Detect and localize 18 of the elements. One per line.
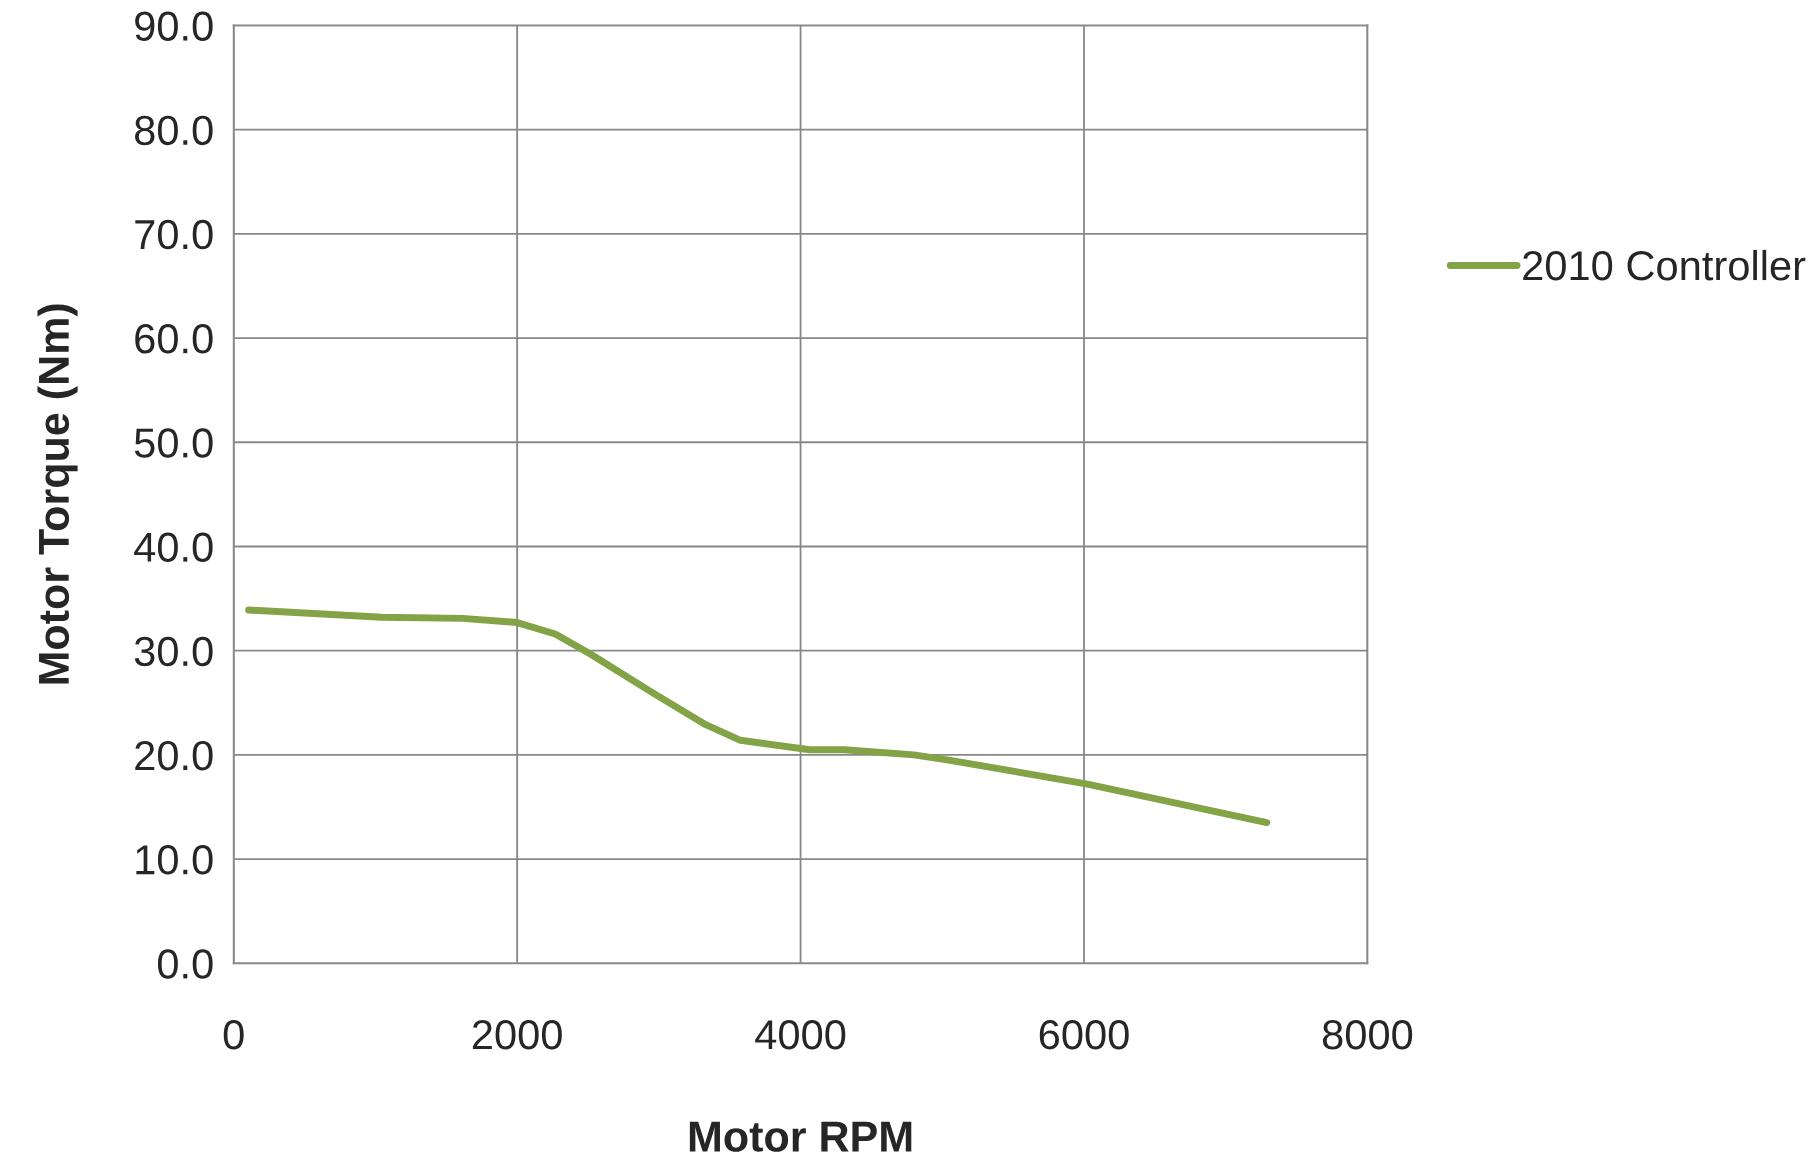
y-tick-label: 90.0: [135, 11, 213, 41]
x-axis-title: Motor RPM: [689, 1121, 912, 1152]
y-tick-label: 40.0: [134, 532, 213, 562]
y-tick-label: 70.0: [135, 219, 213, 250]
y-axis-title: Motor Torque (Nm): [37, 304, 78, 684]
legend-label: 2010 Controller: [1523, 249, 1806, 281]
y-tick-label: 30.0: [134, 636, 213, 667]
x-tick-label: 4000: [755, 1019, 846, 1050]
x-tick-label: 0: [223, 1019, 244, 1050]
x-tick-label: 8000: [1322, 1019, 1413, 1050]
x-tick-label: 6000: [1039, 1019, 1129, 1050]
x-tick-label: 2000: [472, 1019, 562, 1050]
y-tick-label: 0.0: [157, 949, 213, 979]
y-tick-label: 20.0: [135, 740, 213, 771]
y-tick-label: 80.0: [134, 115, 213, 146]
y-tick-label: 60.0: [135, 324, 213, 354]
y-tick-label: 50.0: [134, 428, 213, 458]
y-tick-label: 10.0: [136, 845, 213, 875]
